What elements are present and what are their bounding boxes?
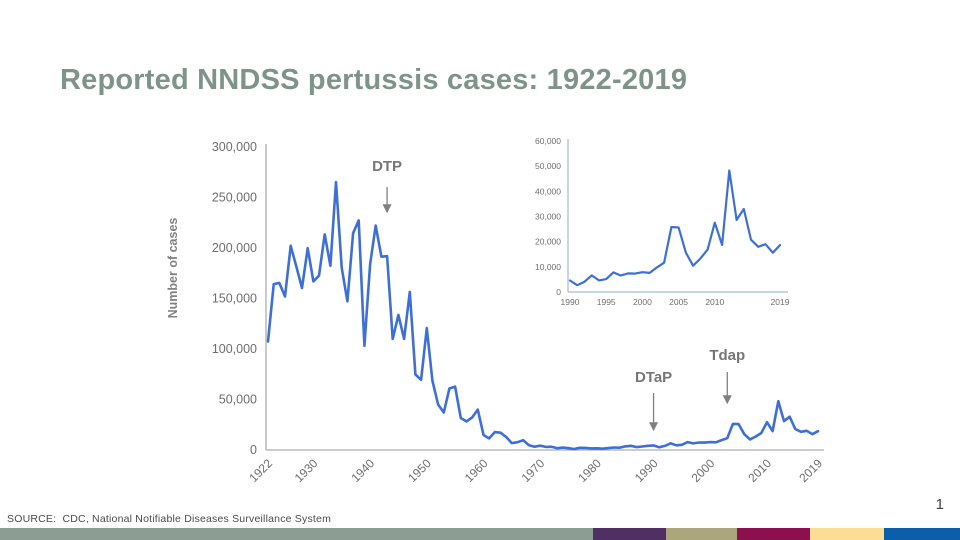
inset-chart-x-tick-label: 1995 bbox=[597, 297, 616, 307]
footer-bar-segment bbox=[0, 528, 593, 540]
main-chart-x-tick-label: 1990 bbox=[632, 456, 661, 485]
inset-chart-y-tick-label: 50,000 bbox=[535, 161, 561, 171]
main-chart-x-tick-label: 2010 bbox=[745, 456, 774, 485]
inset-chart-y-tick-label: 30,000 bbox=[535, 212, 561, 222]
footer-bar-segment bbox=[666, 528, 737, 540]
main-chart-y-tick-label: 100,000 bbox=[212, 342, 257, 356]
annotation-dtap: DTaP bbox=[634, 369, 673, 386]
inset-chart-data-line bbox=[568, 169, 782, 287]
main-chart-y-tick-label: 250,000 bbox=[212, 191, 257, 205]
slide-title: Reported NNDSS pertussis cases: 1922-201… bbox=[60, 64, 688, 96]
inset-chart-y-tick-label: 60,000 bbox=[535, 136, 561, 146]
inset-chart-x-tick-label: 2010 bbox=[705, 297, 724, 307]
main-chart-x-tick-label: 1980 bbox=[575, 456, 604, 485]
inset-chart-y-tick-label: 10,000 bbox=[535, 262, 561, 272]
main-chart-y-tick-label: 200,000 bbox=[212, 241, 257, 255]
inset-chart-x-tick-label: 2019 bbox=[771, 297, 790, 307]
main-chart-x-tick-label: 2019 bbox=[796, 456, 825, 485]
annotation-tdap: Tdap bbox=[709, 347, 746, 364]
footer-bar-segment bbox=[593, 528, 666, 540]
main-chart-x-tick-label: 1970 bbox=[519, 456, 548, 485]
main-chart-y-tick-label: 0 bbox=[250, 443, 257, 457]
main-chart-y-tick-label: 150,000 bbox=[212, 292, 257, 306]
main-chart-y-tick-label: 50,000 bbox=[219, 393, 257, 407]
main-chart-x-tick-label: 1950 bbox=[405, 456, 434, 485]
inset-chart-x-tick-label: 2000 bbox=[633, 297, 652, 307]
main-chart-data-line bbox=[266, 180, 820, 451]
main-chart-x-tick-label: 1922 bbox=[246, 456, 275, 485]
inset-chart-y-tick-label: 40,000 bbox=[535, 186, 561, 196]
inset-chart-x-tick-label: 2005 bbox=[669, 297, 688, 307]
inset-chart-y-tick-label: 0 bbox=[556, 287, 561, 297]
annotation-dtp: DTP bbox=[372, 158, 403, 175]
main-chart-y-tick-label: 300,000 bbox=[212, 140, 257, 154]
footer-bar-segment bbox=[810, 528, 884, 540]
footer-bar-segment bbox=[737, 528, 810, 540]
inset-chart-x-tick-label: 1990 bbox=[561, 297, 580, 307]
footer-bar-segment bbox=[884, 528, 960, 540]
source-text: SOURCE: CDC, National Notifiable Disease… bbox=[7, 513, 332, 525]
main-chart-x-tick-label: 1930 bbox=[292, 456, 321, 485]
main-chart-x-tick-label: 1960 bbox=[462, 456, 491, 485]
main-chart-x-tick-label: 2000 bbox=[689, 456, 718, 485]
footer-color-bar bbox=[0, 528, 960, 540]
main-chart-x-tick-label: 1940 bbox=[348, 456, 377, 485]
page-number: 1 bbox=[935, 496, 944, 513]
inset-chart-y-tick-label: 20,000 bbox=[535, 237, 561, 247]
